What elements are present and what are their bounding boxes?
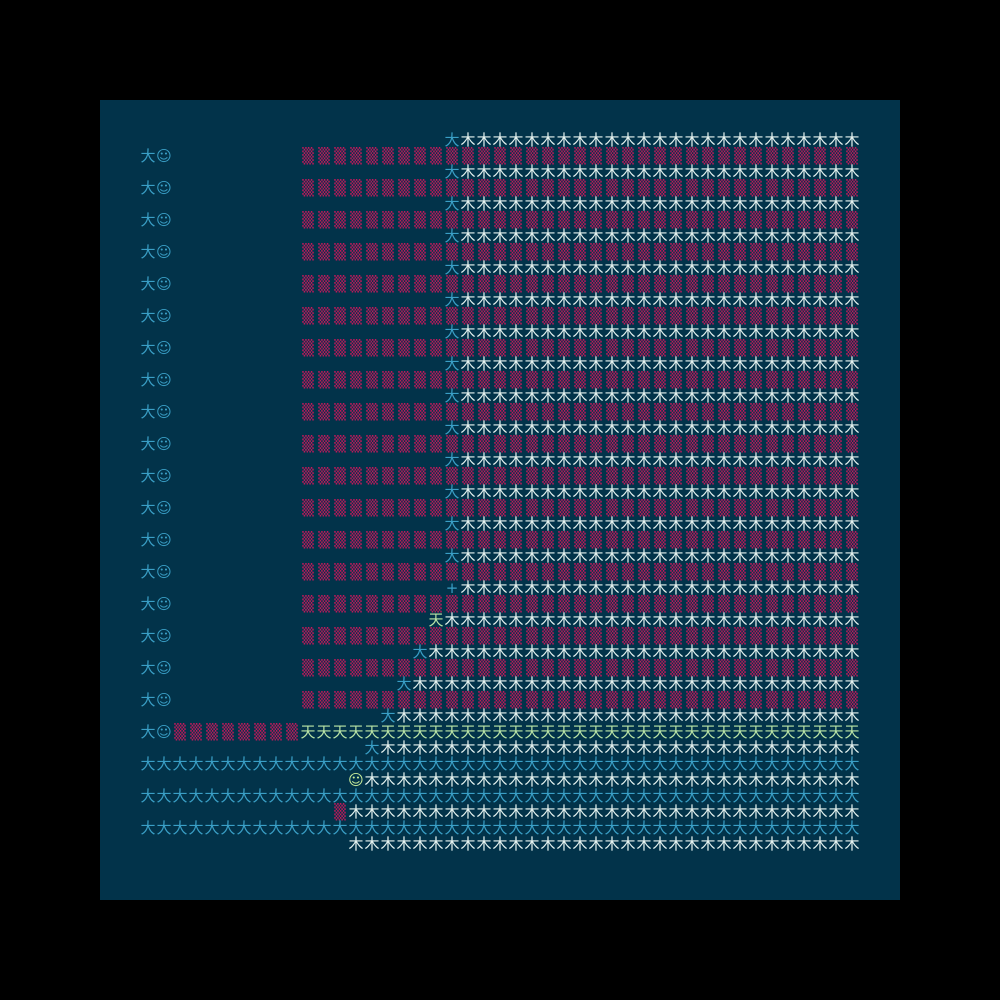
- glyph-run: 大: [444, 291, 459, 309]
- glyph-run: 木木木木木木木木木木木木木木木木木木木木木木木木木: [460, 227, 859, 245]
- glyph-run: 大: [444, 515, 459, 533]
- glyph-run: 大☺: [140, 723, 171, 741]
- glyph-run: 大☺: [140, 179, 171, 197]
- glyph-run: 大: [444, 259, 459, 277]
- glyph-run: 大☺: [140, 659, 171, 677]
- glyph-run: 木木木木木木木木木木木木木木木木木木木木木木木木木木木木: [412, 675, 859, 693]
- glyph-run: 大☺: [140, 435, 171, 453]
- glyph-run: ▒▒▒▒▒▒▒▒▒▒▒▒▒▒▒▒▒▒▒▒▒▒▒▒▒▒▒▒▒▒▒▒▒▒▒: [302, 595, 858, 613]
- glyph-run: 天天天天天天天天天天天天天天天天天天天天天天天天天天天天天天天天天天天: [300, 723, 859, 741]
- glyph-run: 木木木木木木木木木木木木木木木木木木木木木木木木木: [460, 387, 859, 405]
- glyph-run: ▒▒▒▒▒▒▒▒▒▒▒▒▒▒▒▒▒▒▒▒▒▒▒▒▒▒▒▒▒▒▒▒▒▒▒: [302, 563, 858, 581]
- glyph-run: 大☺: [140, 499, 171, 517]
- glyph-run: 大: [380, 707, 395, 725]
- glyph-run: 木木木木木木木木木木木木木木木木木木木木木木木木木: [460, 579, 859, 597]
- glyph-run: 木木木木木木木木木木木木木木木木木木木木木木木木木: [460, 291, 859, 309]
- panel: [100, 100, 900, 900]
- glyph-run: 大: [444, 387, 459, 405]
- glyph-run: 大大大大大大大大大大大大大大大大大大大大大大大大大大大大大大大大大大大大大大大大…: [140, 787, 859, 805]
- glyph-run: 大☺: [140, 371, 171, 389]
- glyph-run: ▒▒▒▒▒▒▒▒▒▒▒▒▒▒▒▒▒▒▒▒▒▒▒▒▒▒▒▒▒▒▒▒▒▒▒: [302, 147, 858, 165]
- glyph-run: ▒▒▒▒▒▒▒▒▒▒▒▒▒▒▒▒▒▒▒▒▒▒▒▒▒▒▒▒▒▒▒▒▒▒▒: [302, 243, 858, 261]
- glyph-run: 木木木木木木木木木木木木木木木木木木木木木木木木木木木木木: [396, 707, 859, 725]
- glyph-run: 木木木木木木木木木木木木木木木木木木木木木木木木木: [460, 323, 859, 341]
- glyph-run: 木木木木木木木木木木木木木木木木木木木木木木木木木木木: [428, 643, 859, 661]
- glyph-run: 大: [364, 739, 379, 757]
- glyph-run: ▒▒▒▒▒▒▒▒▒▒▒▒▒▒▒▒▒▒▒▒▒▒▒▒▒▒▒▒▒▒▒▒▒▒▒: [302, 467, 858, 485]
- glyph-run: +: [446, 579, 459, 597]
- glyph-run: 大: [444, 227, 459, 245]
- glyph-run: 大: [444, 483, 459, 501]
- glyph-run: ▒▒▒▒▒▒▒▒▒▒▒▒▒▒▒▒▒▒▒▒▒▒▒▒▒▒▒▒▒▒▒▒▒▒▒: [302, 371, 858, 389]
- glyph-run: 木木木木木木木木木木木木木木木木木木木木木木木木木木木木木木木: [364, 771, 859, 789]
- glyph-run: 大☺: [140, 563, 171, 581]
- glyph-run: 大: [444, 195, 459, 213]
- glyph-run: 木木木木木木木木木木木木木木木木木木木木木木木木木: [460, 259, 859, 277]
- glyph-run: 木木木木木木木木木木木木木木木木木木木木木木木木木: [460, 195, 859, 213]
- glyph-run: 木木木木木木木木木木木木木木木木木木木木木木木木木: [460, 163, 859, 181]
- glyph-run: 大: [444, 163, 459, 181]
- glyph-run: ▒▒▒▒▒▒▒▒▒▒▒▒▒▒▒▒▒▒▒▒▒▒▒▒▒▒▒▒▒▒▒▒▒▒▒: [302, 659, 858, 677]
- glyph-run: ▒▒▒▒▒▒▒▒▒▒▒▒▒▒▒▒▒▒▒▒▒▒▒▒▒▒▒▒▒▒▒▒▒▒▒: [302, 499, 858, 517]
- glyph-run: 大大大大大大大大大大大大大大大大大大大大大大大大大大大大大大大大大大大大大大大大…: [140, 755, 859, 773]
- glyph-run: ▒▒▒▒▒▒▒▒▒▒▒▒▒▒▒▒▒▒▒▒▒▒▒▒▒▒▒▒▒▒▒▒▒▒▒: [302, 435, 858, 453]
- glyph-run: 木木木木木木木木木木木木木木木木木木木木木木木木木木木木木木木木: [348, 803, 859, 821]
- glyph-run: 大☺: [140, 403, 171, 421]
- glyph-run: 大大大大大大大大大大大大大大大大大大大大大大大大大大大大大大大大大大大大大大大大…: [140, 819, 859, 837]
- glyph-run: 大☺: [140, 467, 171, 485]
- glyph-run: 大☺: [140, 275, 171, 293]
- glyph-run: 大☺: [140, 147, 171, 165]
- glyph-run: 大☺: [140, 531, 171, 549]
- glyph-run: 大: [444, 547, 459, 565]
- glyph-run: 天: [428, 611, 443, 629]
- glyph-run: ▒: [334, 803, 346, 821]
- glyph-run: 大☺: [140, 307, 171, 325]
- glyph-run: ▒▒▒▒▒▒▒▒▒▒▒▒▒▒▒▒▒▒▒▒▒▒▒▒▒▒▒▒▒▒▒▒▒▒▒: [302, 403, 858, 421]
- glyph-run: 木木木木木木木木木木木木木木木木木木木木木木木木木: [460, 419, 859, 437]
- glyph-run: 大: [444, 419, 459, 437]
- glyph-run: ☺: [348, 771, 364, 789]
- glyph-run: 大☺: [140, 339, 171, 357]
- glyph-run: 木木木木木木木木木木木木木木木木木木木木木木木木木木木木木木木木: [348, 835, 859, 853]
- glyph-run: ▒▒▒▒▒▒▒▒▒▒▒▒▒▒▒▒▒▒▒▒▒▒▒▒▒▒▒▒▒▒▒▒▒▒▒: [302, 691, 858, 709]
- glyph-run: 木木木木木木木木木木木木木木木木木木木木木木木木木: [460, 483, 859, 501]
- glyph-run: 木木木木木木木木木木木木木木木木木木木木木木木木木: [460, 131, 859, 149]
- glyph-run: ▒▒▒▒▒▒▒▒▒▒▒▒▒▒▒▒▒▒▒▒▒▒▒▒▒▒▒▒▒▒▒▒▒▒▒: [302, 179, 858, 197]
- glyph-run: 大: [444, 323, 459, 341]
- glyph-run: 大: [396, 675, 411, 693]
- glyph-run: ▒▒▒▒▒▒▒▒▒▒▒▒▒▒▒▒▒▒▒▒▒▒▒▒▒▒▒▒▒▒▒▒▒▒▒: [302, 275, 858, 293]
- glyph-run: 木木木木木木木木木木木木木木木木木木木木木木木木木木木木木木: [380, 739, 859, 757]
- glyph-run: 木木木木木木木木木木木木木木木木木木木木木木木木木: [460, 515, 859, 533]
- glyph-run: 木木木木木木木木木木木木木木木木木木木木木木木木木: [460, 355, 859, 373]
- glyph-run: 大☺: [140, 627, 171, 645]
- glyph-run: 大☺: [140, 243, 171, 261]
- glyph-run: ▒▒▒▒▒▒▒▒▒▒▒▒▒▒▒▒▒▒▒▒▒▒▒▒▒▒▒▒▒▒▒▒▒▒▒: [302, 211, 858, 229]
- glyph-run: ▒▒▒▒▒▒▒▒▒▒▒▒▒▒▒▒▒▒▒▒▒▒▒▒▒▒▒▒▒▒▒▒▒▒▒: [302, 339, 858, 357]
- glyph-run: 木木木木木木木木木木木木木木木木木木木木木木木木木木: [444, 611, 859, 629]
- glyph-run: 木木木木木木木木木木木木木木木木木木木木木木木木木: [460, 451, 859, 469]
- glyph-run: 大☺: [140, 211, 171, 229]
- glyph-run: ▒▒▒▒▒▒▒▒▒▒▒▒▒▒▒▒▒▒▒▒▒▒▒▒▒▒▒▒▒▒▒▒▒▒▒: [302, 531, 858, 549]
- glyph-run: 大☺: [140, 691, 171, 709]
- glyph-run: 大: [412, 643, 427, 661]
- glyph-run: 大☺: [140, 595, 171, 613]
- glyph-run: 木木木木木木木木木木木木木木木木木木木木木木木木木: [460, 547, 859, 565]
- glyph-run: ▒▒▒▒▒▒▒▒▒▒▒▒▒▒▒▒▒▒▒▒▒▒▒▒▒▒▒▒▒▒▒▒▒▒▒: [302, 307, 858, 325]
- glyph-run: 大: [444, 355, 459, 373]
- glyph-run: 大: [444, 451, 459, 469]
- glyph-run: ▒▒▒▒▒▒▒▒▒▒▒▒▒▒▒▒▒▒▒▒▒▒▒▒▒▒▒▒▒▒▒▒▒▒▒: [302, 627, 858, 645]
- glyph-run: 大: [444, 131, 459, 149]
